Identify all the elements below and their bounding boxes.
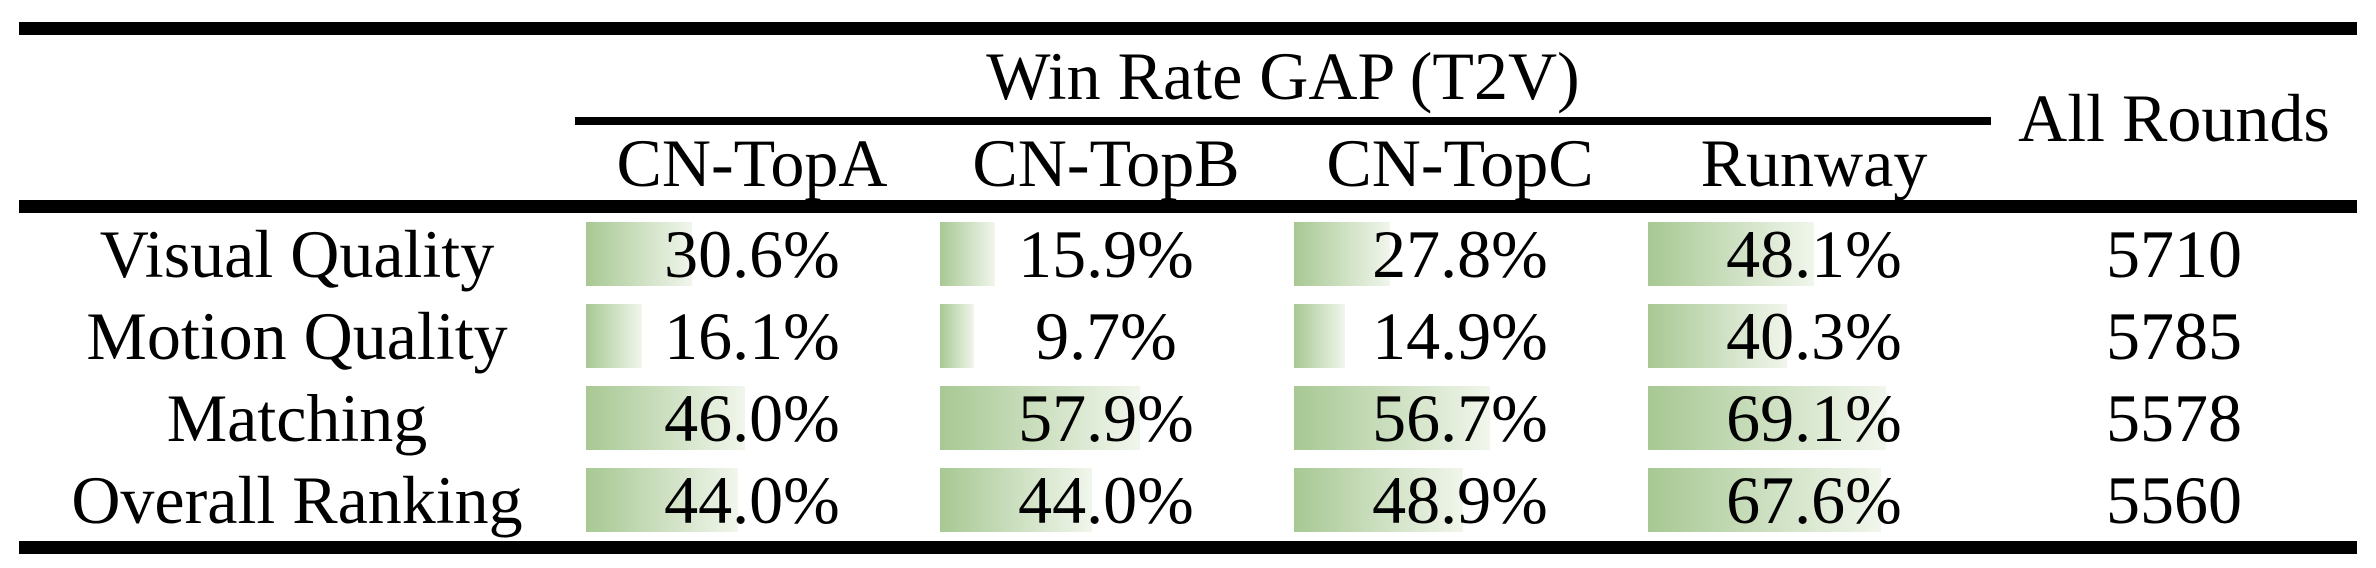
win-rate-value: 30.6%	[664, 216, 840, 292]
win-rate-value: 48.1%	[1726, 216, 1902, 292]
win-rate-value: 44.0%	[664, 462, 840, 538]
value-cell: 67.6%	[1637, 459, 1991, 541]
table-row: Visual Quality 30.6% 15.9% 27.8% 48.1% 5…	[19, 213, 2357, 295]
column-header-cn-topb: CN-TopB	[972, 124, 1240, 201]
column-header-cn-topa: CN-TopA	[616, 124, 888, 201]
table-row: Matching 46.0% 57.9% 56.7% 69.1% 5578	[19, 377, 2357, 459]
all-rounds-value: 5560	[2106, 462, 2242, 538]
value-cell: 27.8%	[1283, 213, 1637, 295]
win-rate-bar	[586, 222, 692, 286]
win-rate-value: 44.0%	[1018, 462, 1194, 538]
value-cell: 44.0%	[929, 459, 1283, 541]
table-row: Motion Quality 16.1% 9.7% 14.9% 40.3% 57…	[19, 295, 2357, 377]
value-cell: 14.9%	[1283, 295, 1637, 377]
column-header-cn-topc: CN-TopC	[1326, 124, 1594, 201]
table-row: Overall Ranking 44.0% 44.0% 48.9% 67.6% …	[19, 459, 2357, 541]
win-rate-value: 48.9%	[1372, 462, 1548, 538]
win-rate-bar	[1294, 386, 1490, 450]
value-cell: 46.0%	[575, 377, 929, 459]
row-label: Matching	[166, 380, 428, 456]
value-cell: 9.7%	[929, 295, 1283, 377]
value-cell: 69.1%	[1637, 377, 1991, 459]
row-label: Motion Quality	[86, 298, 508, 374]
win-rate-value: 27.8%	[1372, 216, 1548, 292]
value-cell: 44.0%	[575, 459, 929, 541]
win-rate-bar	[1294, 222, 1390, 286]
value-cell: 40.3%	[1637, 295, 1991, 377]
top-rule	[19, 22, 2357, 35]
win-rate-value: 9.7%	[1035, 298, 1177, 374]
win-rate-bar	[586, 386, 745, 450]
win-rate-bar	[586, 468, 738, 532]
win-rate-value: 15.9%	[1018, 216, 1194, 292]
win-rate-bar	[1294, 304, 1346, 368]
win-rate-value: 46.0%	[664, 380, 840, 456]
bottom-rule	[19, 541, 2357, 554]
row-label: Visual Quality	[99, 216, 495, 292]
win-rate-value: 56.7%	[1372, 380, 1548, 456]
column-header-all-rounds: All Rounds	[2018, 79, 2330, 156]
value-cell: 15.9%	[929, 213, 1283, 295]
win-rate-value: 14.9%	[1372, 298, 1548, 374]
value-cell: 48.9%	[1283, 459, 1637, 541]
win-rate-value: 16.1%	[664, 298, 840, 374]
header-bottom-rule	[19, 200, 2357, 213]
value-cell: 48.1%	[1637, 213, 1991, 295]
win-rate-bar	[1294, 468, 1463, 532]
win-rate-bar	[1648, 468, 1882, 532]
value-cell: 57.9%	[929, 377, 1283, 459]
column-header-runway: Runway	[1700, 124, 1928, 201]
value-cell: 30.6%	[575, 213, 929, 295]
all-rounds-value: 5578	[2106, 380, 2242, 456]
win-rate-bar	[940, 222, 995, 286]
all-rounds-value: 5710	[2106, 216, 2242, 292]
win-rate-bar	[1648, 304, 1787, 368]
win-rate-value: 57.9%	[1018, 380, 1194, 456]
win-rate-bar	[940, 468, 1092, 532]
win-rate-value: 40.3%	[1726, 298, 1902, 374]
win-rate-value: 67.6%	[1726, 462, 1902, 538]
win-rate-bar	[940, 386, 1140, 450]
win-rate-bar	[1648, 386, 1887, 450]
table-header: Win Rate GAP (T2V) CN-TopA CN-TopB CN-To…	[19, 35, 2357, 200]
win-rate-bar	[586, 304, 642, 368]
value-cell: 16.1%	[575, 295, 929, 377]
all-rounds-value: 5785	[2106, 298, 2242, 374]
row-label: Overall Ranking	[71, 462, 523, 538]
value-cell: 56.7%	[1283, 377, 1637, 459]
header-divider-rule	[575, 117, 1991, 125]
win-rate-bar	[1648, 222, 1814, 286]
table-title: Win Rate GAP (T2V)	[986, 38, 1580, 114]
win-rate-value: 69.1%	[1726, 380, 1902, 456]
table-body: Visual Quality 30.6% 15.9% 27.8% 48.1% 5…	[19, 213, 2357, 541]
win-rate-bar	[940, 304, 974, 368]
